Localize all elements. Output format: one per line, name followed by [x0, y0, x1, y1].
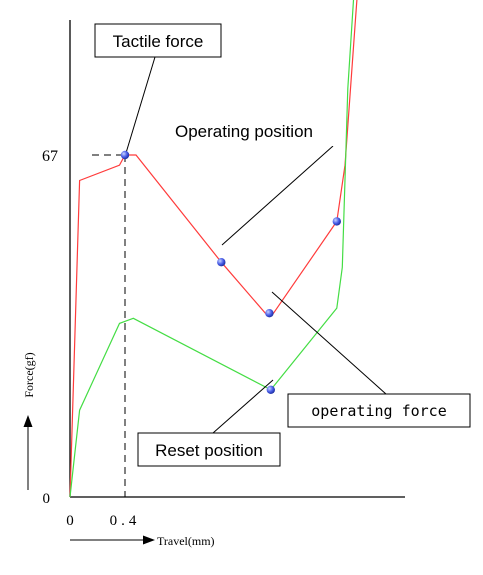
- tactile-force-callout: Tactile force: [94, 23, 222, 58]
- operating-force-leader: [271, 291, 387, 395]
- operating-force-label: operating force: [311, 402, 446, 420]
- x-tick-label-0-4: 0.4: [110, 513, 141, 529]
- x-axis-title: Travel(mm): [157, 534, 215, 548]
- y-tick-label-67: 67: [42, 148, 58, 165]
- operating-position-label: Operating position: [175, 122, 313, 141]
- tactile-point-marker: [120, 150, 130, 160]
- tactile-force-leader: [125, 56, 156, 154]
- x-axis-title-arrowhead: [143, 535, 155, 545]
- return-point-marker: [332, 217, 341, 226]
- operating-position-leader: [221, 145, 334, 246]
- reset-position-callout: Reset position: [137, 432, 281, 467]
- release-curve: [69, 0, 355, 498]
- operating-force-callout: operating force: [287, 393, 471, 428]
- reset-position-leader: [212, 379, 274, 434]
- x-tick-label-0: 0: [66, 513, 74, 529]
- y-tick-label-0: 0: [43, 491, 51, 507]
- operating-position-marker: [217, 258, 226, 267]
- press-curve: [69, 0, 358, 498]
- reset-position-label: Reset position: [155, 441, 263, 460]
- tactile-force-label: Tactile force: [113, 32, 204, 51]
- y-axis-title-arrowhead: [23, 415, 33, 427]
- operating-force-marker: [265, 309, 274, 318]
- operating-position-callout: Operating position: [154, 115, 334, 146]
- y-axis-title: Force(gf): [22, 352, 36, 397]
- reset-position-marker: [266, 385, 275, 394]
